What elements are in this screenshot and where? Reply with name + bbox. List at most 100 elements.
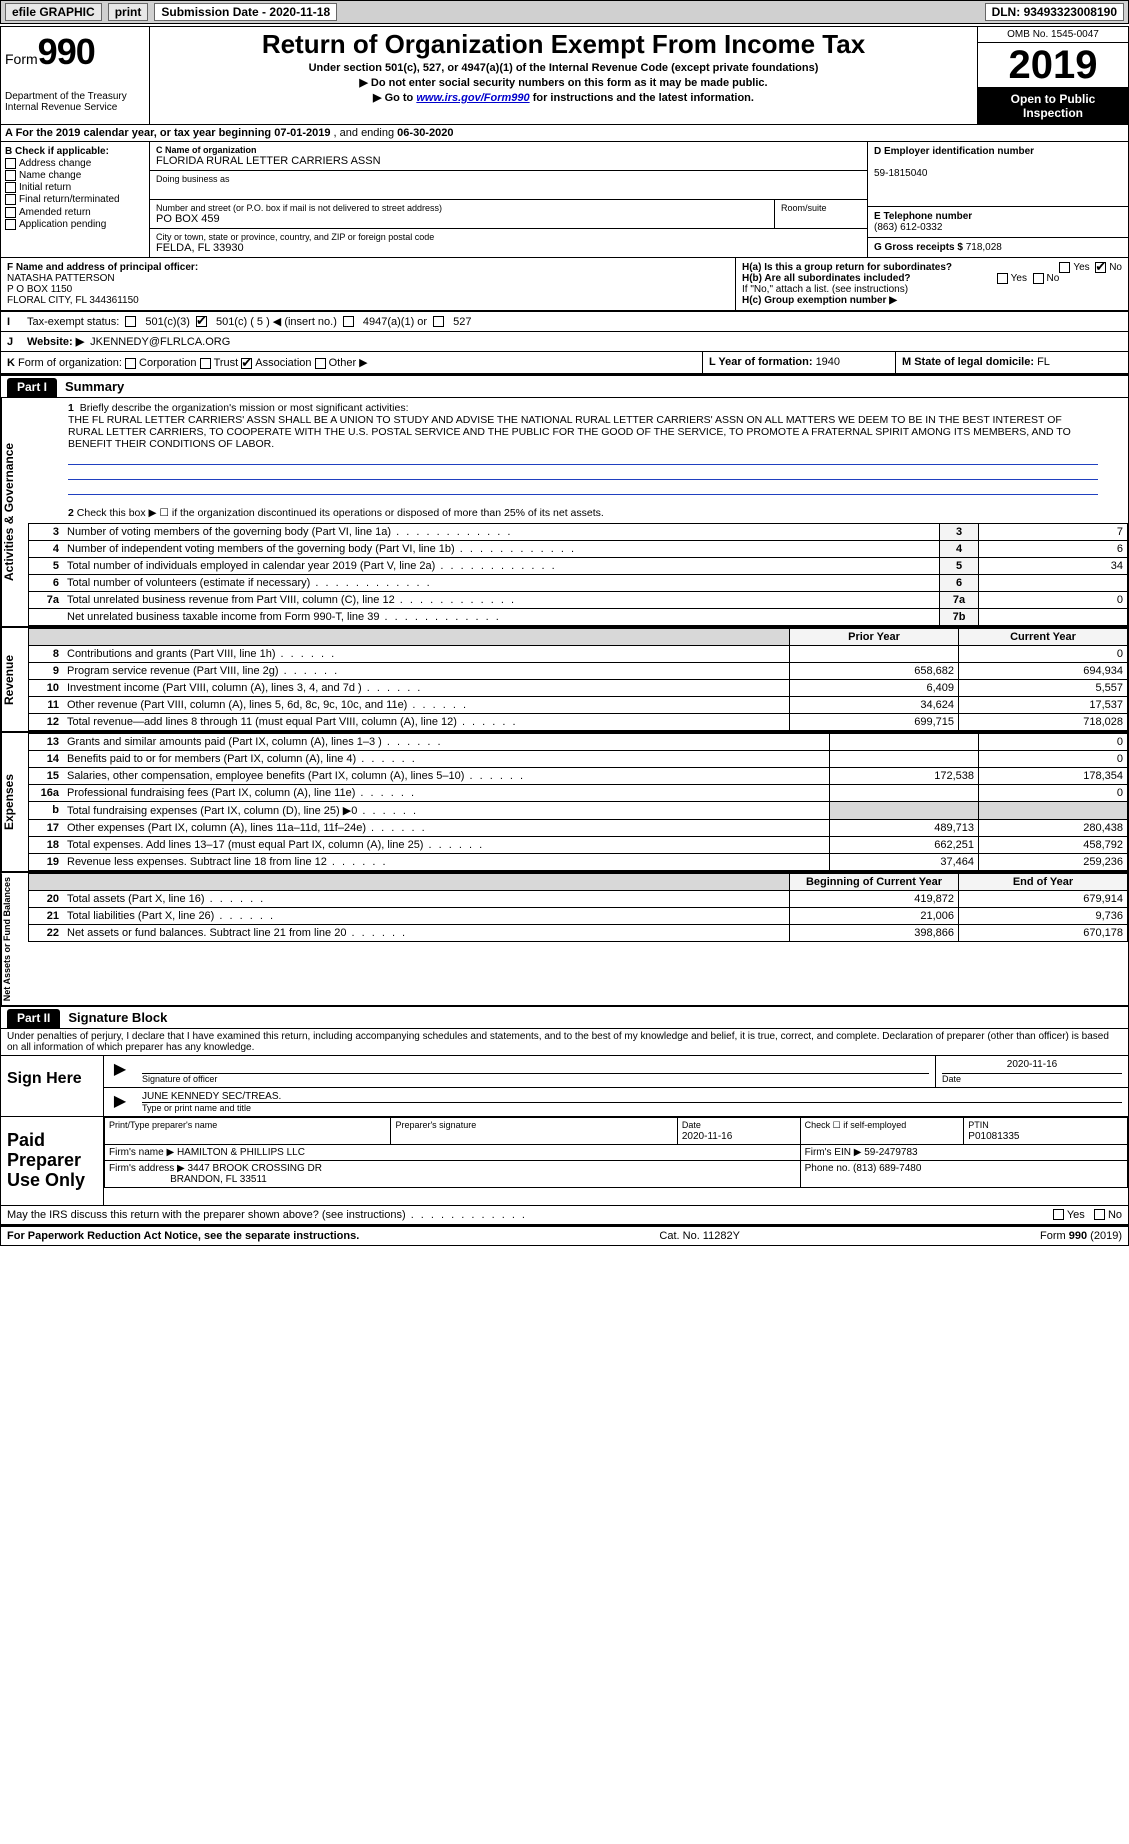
checkbox-final-return[interactable] [5, 194, 16, 205]
part-1-tab: Part I [7, 378, 57, 398]
goto-pre: ▶ Go to [373, 92, 416, 104]
col-h-group: H(a) Is this a group return for subordin… [736, 258, 1128, 310]
firm-phone-value: (813) 689-7480 [853, 1163, 921, 1174]
irs-link[interactable]: www.irs.gov/Form990 [416, 92, 529, 104]
checkbox-address-change[interactable] [5, 158, 16, 169]
print-button[interactable]: print [108, 3, 149, 21]
checkbox-amended-return[interactable] [5, 207, 16, 218]
street-value: PO BOX 459 [156, 213, 768, 225]
submission-date: Submission Date - 2020-11-18 [154, 3, 337, 21]
col-b-checkboxes: B Check if applicable: Address change Na… [1, 142, 150, 257]
checkbox-4947[interactable] [343, 316, 354, 327]
page-footer: For Paperwork Reduction Act Notice, see … [1, 1226, 1128, 1245]
sig-officer-label: Signature of officer [142, 1074, 929, 1084]
signature-block: Under penalties of perjury, I declare th… [1, 1029, 1128, 1225]
omb-number: OMB No. 1545-0047 [978, 27, 1128, 43]
part-1-title: Summary [57, 376, 132, 397]
opt-assoc: Association [255, 357, 311, 369]
firm-addr1: 3447 BROOK CROSSING DR [188, 1163, 322, 1174]
table-row: 8Contributions and grants (Part VIII, li… [29, 646, 1128, 663]
sign-here-label: Sign Here [1, 1056, 104, 1116]
prep-sig-label: Preparer's signature [395, 1120, 476, 1130]
form-title: Return of Organization Exempt From Incom… [156, 29, 971, 60]
checkbox-hb-no[interactable] [1033, 273, 1044, 284]
submission-date-value: 2020-11-18 [269, 5, 330, 19]
opt-amended-return: Amended return [19, 207, 91, 218]
ha-yes: Yes [1073, 262, 1089, 273]
line-1-num: 1 [68, 402, 74, 414]
checkbox-corp[interactable] [125, 358, 136, 369]
checkbox-initial-return[interactable] [5, 182, 16, 193]
row-a-mid: , and ending [334, 127, 398, 139]
dln-label: DLN: [992, 5, 1024, 19]
part-1-header: Part I Summary [1, 374, 1128, 398]
row-a-tax-year: A For the 2019 calendar year, or tax yea… [1, 125, 1128, 142]
form-number: 990 [38, 31, 95, 72]
side-label-net: Net Assets or Fund Balances [1, 873, 28, 1005]
opt-final-return: Final return/terminated [19, 195, 120, 206]
checkbox-assoc[interactable] [241, 358, 252, 369]
open-to-public: Open to Public Inspection [978, 88, 1128, 124]
checkbox-other[interactable] [315, 358, 326, 369]
h-c-label: H(c) Group exemption number ▶ [742, 295, 897, 306]
checkbox-discuss-yes[interactable] [1053, 1209, 1064, 1220]
row-j-lab: J [7, 336, 21, 348]
checkbox-name-change[interactable] [5, 170, 16, 181]
checkbox-discuss-no[interactable] [1094, 1209, 1105, 1220]
paid-preparer-row: Paid Preparer Use Only Print/Type prepar… [1, 1117, 1128, 1205]
table-row: 16aProfessional fundraising fees (Part I… [29, 785, 1128, 802]
firm-addr-label: Firm's address ▶ [109, 1163, 185, 1174]
section-net-assets: Net Assets or Fund Balances Beginning of… [1, 871, 1128, 1005]
checkbox-ha-yes[interactable] [1059, 262, 1070, 273]
table-row: 3Number of voting members of the governi… [29, 524, 1128, 541]
table-row: 15Salaries, other compensation, employee… [29, 768, 1128, 785]
form-header: Form990 Department of the Treasury Inter… [1, 27, 1128, 125]
mission-rule [68, 480, 1098, 495]
row-klm: K Form of organization: Corporation Trus… [1, 352, 1128, 374]
row-m: M State of legal domicile: FL [895, 352, 1128, 373]
firm-ein-value: 59-2479783 [864, 1147, 917, 1158]
ha-no: No [1109, 262, 1122, 273]
line-1-label: Briefly describe the organization's miss… [80, 402, 409, 414]
row-i-lab: I [7, 316, 21, 328]
checkbox-hb-yes[interactable] [997, 273, 1008, 284]
checkbox-ha-no[interactable] [1095, 262, 1106, 273]
side-label-governance: Activities & Governance [1, 398, 28, 626]
checkbox-trust[interactable] [200, 358, 211, 369]
governance-table: 3Number of voting members of the governi… [28, 523, 1128, 626]
line-2-text: Check this box ▶ ☐ if the organization d… [77, 507, 604, 519]
website-value: JKENNEDY@FLRLCA.ORG [90, 336, 230, 348]
h-b-label: H(b) Are all subordinates included? [742, 273, 911, 284]
hb-yes: Yes [1011, 273, 1027, 284]
checkbox-527[interactable] [433, 316, 444, 327]
may-irs-text: May the IRS discuss this return with the… [7, 1209, 527, 1221]
year-formation: 1940 [816, 356, 840, 368]
footer-pra: For Paperwork Reduction Act Notice, see … [7, 1230, 359, 1242]
header-left: Form990 Department of the Treasury Inter… [1, 27, 150, 124]
may-irs-discuss: May the IRS discuss this return with the… [1, 1206, 1128, 1226]
dln-value: 93493323008190 [1024, 5, 1117, 19]
mission-rule [68, 465, 1098, 480]
dln: DLN: 93493323008190 [985, 3, 1124, 21]
state-domicile: FL [1037, 356, 1050, 368]
checkbox-app-pending[interactable] [5, 219, 16, 230]
officer-addr2: FLORAL CITY, FL 344361150 [7, 295, 139, 306]
h-b-note: If "No," attach a list. (see instruction… [742, 284, 1122, 295]
col-f-officer: F Name and address of principal officer:… [1, 258, 736, 310]
form-label: Form [5, 51, 38, 67]
opt-corp: Corporation [139, 357, 196, 369]
col-b-header: B Check if applicable: [5, 146, 109, 157]
checkbox-501c3[interactable] [125, 316, 136, 327]
header-title-block: Return of Organization Exempt From Incom… [150, 27, 977, 124]
officer-label: F Name and address of principal officer: [7, 262, 198, 273]
firm-phone-label: Phone no. [805, 1163, 853, 1174]
table-header-row: Prior YearCurrent Year [29, 629, 1128, 646]
opt-trust: Trust [214, 357, 239, 369]
table-row: 4Number of independent voting members of… [29, 541, 1128, 558]
row-l-text: L Year of formation: [709, 356, 816, 368]
part-2-title: Signature Block [60, 1007, 175, 1028]
checkbox-501c[interactable] [196, 316, 207, 327]
part-2-tab: Part II [7, 1009, 60, 1029]
sig-date-value: 2020-11-16 [942, 1059, 1122, 1074]
table-row: 17Other expenses (Part IX, column (A), l… [29, 820, 1128, 837]
